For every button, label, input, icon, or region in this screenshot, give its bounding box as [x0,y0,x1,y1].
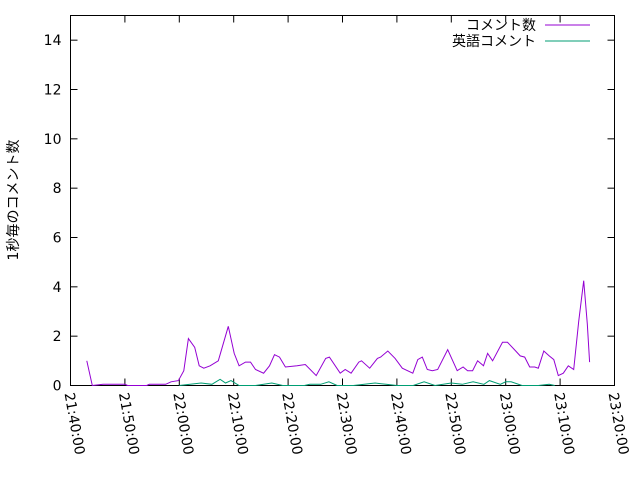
x-tick-label: 22:50:00 [441,391,468,456]
y-tick-label: 14 [44,33,62,49]
x-tick-label: 22:00:00 [169,391,196,456]
legend: コメント数 英語コメント [452,18,590,50]
legend-label-1: 英語コメント [452,33,536,50]
y-tick-label: 8 [53,181,62,197]
y-tick-label: 12 [44,83,62,99]
y-tick-label: 10 [44,132,62,148]
x-tick-label: 21:50:00 [115,391,142,456]
x-tick-label: 23:20:00 [605,391,632,456]
y-tick-label: 0 [53,379,62,395]
x-tick-label: 23:00:00 [496,391,523,456]
x-tick-label: 23:10:00 [550,391,577,456]
x-tick-label: 21:40:00 [61,391,88,456]
legend-label-0: コメント数 [466,18,536,34]
y-tick-label: 4 [53,280,62,296]
x-tick-label: 22:20:00 [278,391,305,456]
x-tick-label: 22:40:00 [387,391,414,456]
y-axis-label: 1秒毎のコメント数 [6,140,22,261]
y-tick-label: 2 [53,329,62,345]
x-tick-label: 22:30:00 [333,391,360,456]
x-tick-label: 22:10:00 [224,391,251,456]
series-line-1 [179,378,555,387]
plot-border [70,15,615,386]
series-line-0 [86,280,591,387]
y-tick-label: 6 [53,231,62,247]
